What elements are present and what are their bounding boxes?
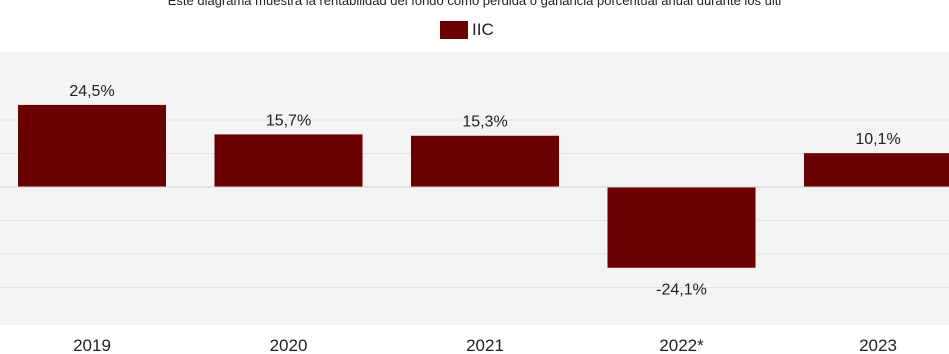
plot-area: [0, 52, 949, 325]
data-label: 10,1%: [855, 131, 900, 148]
x-tick-label: 2021: [466, 336, 504, 354]
bar-2023: [804, 153, 949, 187]
x-tick-label: 2019: [73, 336, 111, 354]
chart-legend: IIC: [440, 20, 494, 40]
x-tick-label: 2022*: [659, 336, 704, 354]
data-label: 15,7%: [266, 112, 311, 129]
legend-label-iic: IIC: [472, 20, 494, 39]
x-tick-label: 2020: [270, 336, 308, 354]
x-tick-label: 2023: [859, 336, 897, 354]
chart-subtitle: Este diagrama muestra la rentabilidad de…: [167, 0, 782, 8]
data-label: 24,5%: [69, 83, 114, 100]
data-label: -24,1%: [656, 282, 707, 299]
data-label: 15,3%: [462, 114, 507, 131]
legend-swatch-iic: [440, 21, 468, 39]
bar-2019: [18, 104, 166, 187]
bar-2022: [607, 187, 756, 268]
bar-2020: [214, 134, 363, 187]
bar-2021: [411, 135, 559, 187]
